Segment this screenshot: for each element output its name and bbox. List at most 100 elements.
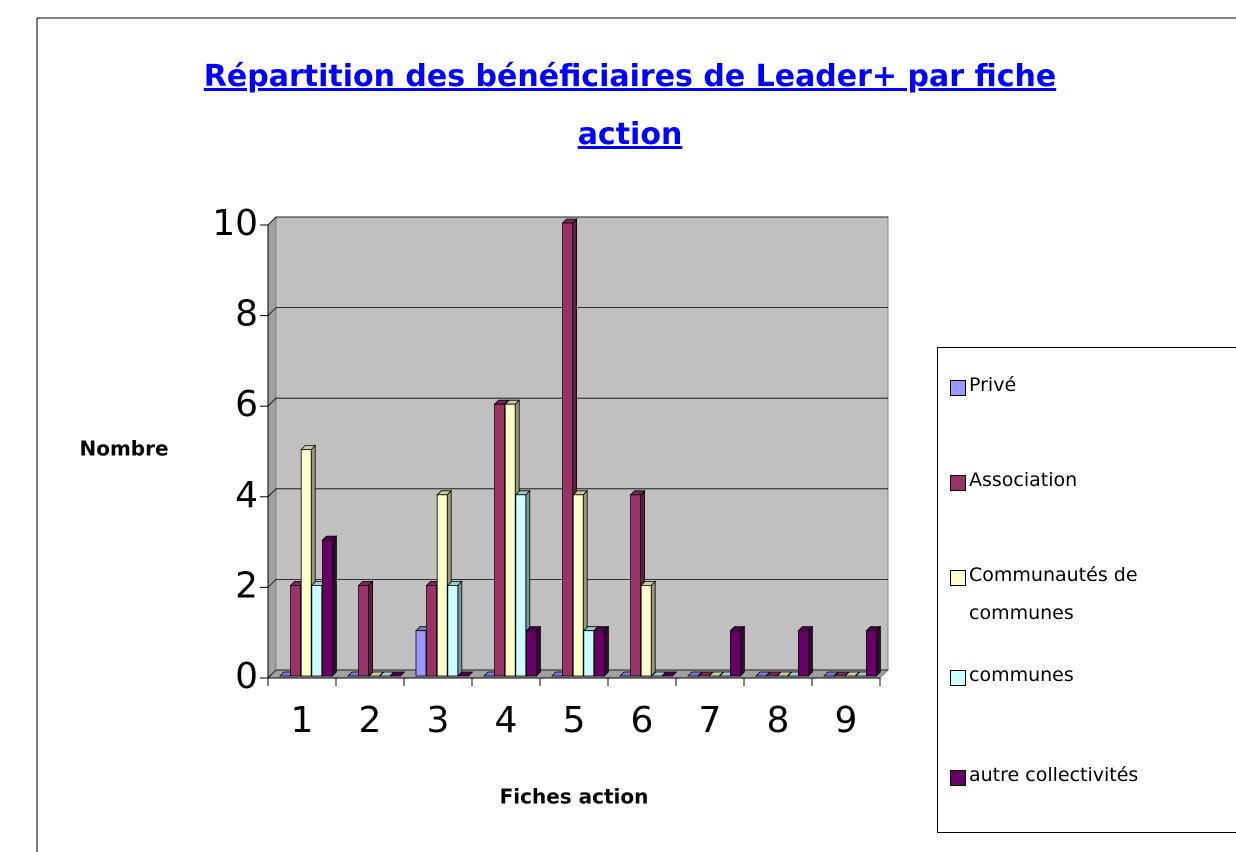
bar-top (687, 671, 703, 677)
grid-line (267, 579, 888, 588)
x-tick-label: 7 (699, 700, 722, 741)
bar-front (311, 585, 323, 677)
legend-item: autre collectivités (950, 764, 1169, 794)
bar (729, 625, 746, 677)
legend-item: Association (950, 469, 1169, 499)
bar-side (740, 625, 745, 677)
grid-line (267, 488, 888, 498)
bar-side (368, 580, 374, 677)
bar (321, 535, 338, 677)
y-tick-label: 10 (212, 203, 258, 244)
bar-front (866, 630, 877, 677)
y-tick-label: 6 (235, 384, 258, 425)
bar (593, 625, 610, 677)
bar-front (572, 494, 584, 677)
bar (776, 671, 793, 677)
x-tick-label: 2 (359, 700, 382, 741)
bar (844, 671, 861, 677)
bar (446, 580, 463, 677)
legend-label: Association (969, 469, 1078, 491)
bar-front (504, 403, 516, 677)
bar-front (358, 585, 370, 677)
y-tick-label: 8 (235, 294, 258, 335)
legend-swatch (950, 570, 966, 586)
bar (865, 625, 882, 677)
bar (368, 671, 385, 677)
bar (525, 625, 542, 677)
bar (661, 671, 678, 677)
y-axis-label: Nombre (79, 437, 168, 461)
bar-top (650, 671, 667, 677)
bar (572, 489, 589, 677)
bar-front (494, 403, 506, 677)
y-tick-label: 0 (235, 656, 258, 697)
bar-top (378, 671, 395, 677)
bar-front (526, 630, 537, 677)
legend-label: Privé (969, 374, 1017, 396)
y-tick-label: 4 (235, 475, 258, 516)
bar (833, 671, 850, 677)
bar (389, 671, 406, 677)
bar (457, 671, 474, 677)
bar (765, 671, 782, 677)
bar-front (562, 222, 573, 677)
x-axis-label: Fiches action (500, 785, 649, 809)
bar-side (457, 580, 463, 677)
bar-front (321, 539, 333, 677)
bar-front (447, 585, 459, 677)
bar (797, 625, 814, 677)
bar-top (697, 671, 714, 677)
bar-front (300, 449, 312, 677)
x-tick-label: 3 (427, 700, 450, 741)
bar-front (730, 630, 741, 677)
bar (755, 671, 771, 677)
x-tick-label: 5 (563, 700, 586, 741)
bar-top (661, 671, 678, 677)
bar-side (604, 625, 609, 677)
bar (357, 580, 374, 677)
bar-top (776, 671, 793, 677)
bar (687, 671, 703, 677)
bar-top (844, 671, 861, 677)
legend-swatch (950, 670, 966, 686)
bar-front (583, 630, 595, 677)
bar-top (708, 671, 725, 677)
bar-top (765, 671, 782, 677)
legend-label: autre collectivités (969, 764, 1139, 786)
bar (640, 580, 657, 677)
side-wall (267, 215, 277, 680)
legend-swatch (950, 770, 966, 786)
x-tick-label: 9 (835, 700, 858, 741)
chart-title: Répartition des bénéficiaires de Leader+… (204, 59, 1056, 152)
grid-line (267, 669, 888, 679)
bar-side (808, 625, 813, 677)
bar-front (594, 630, 605, 677)
bar-top (833, 671, 850, 677)
bar (708, 671, 725, 677)
bar-top (368, 671, 385, 677)
bar-front (630, 494, 641, 677)
bar-side (536, 625, 541, 677)
y-tick-label: 2 (235, 565, 258, 606)
x-tick-label: 8 (767, 700, 790, 741)
grid-line (267, 216, 888, 226)
bar (697, 671, 714, 677)
legend-label: Communautés de communes (969, 564, 1138, 624)
legend-item: Privé (950, 374, 1169, 404)
bar-front (415, 630, 427, 677)
bar-side (876, 625, 881, 677)
bar-side (331, 535, 337, 677)
grid-line (267, 397, 888, 407)
bar-front (290, 585, 302, 677)
grid-line (267, 307, 888, 316)
legend-label: communes (969, 664, 1074, 686)
legend-item: communes (950, 664, 1169, 694)
legend: Privé Association Communautés de communes c… (937, 347, 1236, 833)
bar (823, 671, 839, 677)
legend-swatch (950, 475, 966, 491)
bar-front (436, 494, 448, 677)
bar-front (426, 585, 438, 677)
bar-front (515, 494, 527, 677)
